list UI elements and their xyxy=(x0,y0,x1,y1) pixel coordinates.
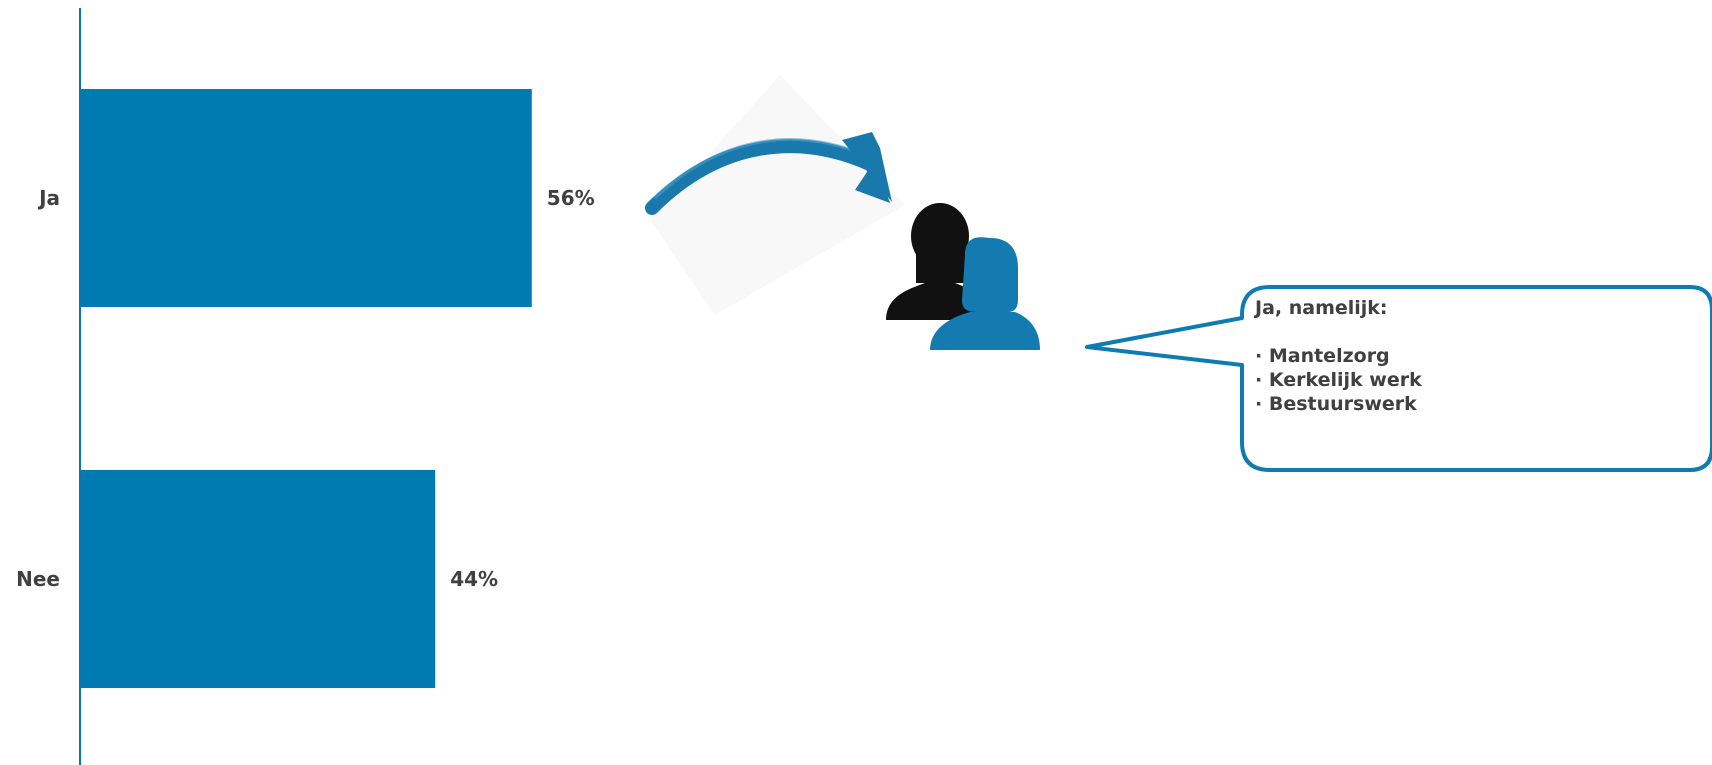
value-label-ja: 56% xyxy=(547,186,595,210)
callout-item-mantelzorg: Mantelzorg xyxy=(1255,344,1685,368)
callout-text: Ja, namelijk: Mantelzorg Kerkelijk werk … xyxy=(1255,296,1685,416)
person-female-icon xyxy=(930,237,1040,350)
bar-nee xyxy=(81,470,436,688)
callout-item-kerkelijk-werk: Kerkelijk werk xyxy=(1255,368,1685,392)
callout-item-bestuurswerk: Bestuurswerk xyxy=(1255,392,1685,416)
curved-arrow-icon xyxy=(645,75,905,315)
value-label-nee: 44% xyxy=(450,567,498,591)
category-label-nee: Nee xyxy=(16,567,60,591)
callout-heading: Ja, namelijk: xyxy=(1255,297,1388,319)
bar-ja xyxy=(81,89,532,307)
people-icon xyxy=(886,203,1040,350)
bars-group: Ja 56% Nee 44% xyxy=(16,89,595,688)
category-label-ja: Ja xyxy=(37,186,60,210)
callout-list: Mantelzorg Kerkelijk werk Bestuurswerk xyxy=(1255,344,1685,416)
